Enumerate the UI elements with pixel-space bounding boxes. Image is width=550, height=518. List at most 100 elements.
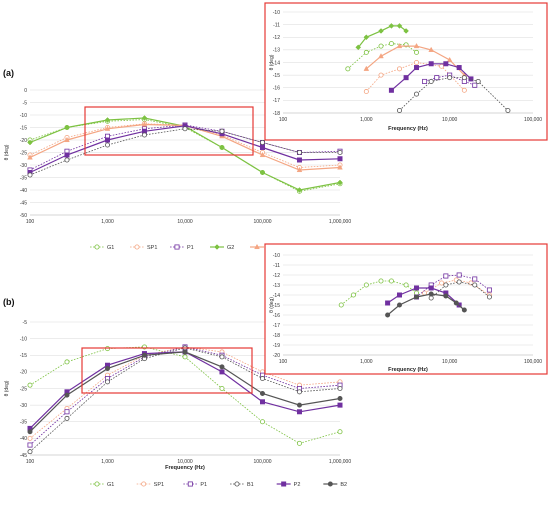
data-point-g1 — [182, 354, 188, 360]
data-point-g2 — [141, 115, 148, 121]
data-point-b2 — [64, 392, 70, 398]
series-sp1 — [363, 60, 467, 95]
data-point-sp1 — [396, 66, 402, 72]
series-p2 — [388, 61, 474, 93]
series-line-g1 — [347, 43, 417, 70]
data-point-g2 — [355, 44, 362, 51]
data-point-g1 — [64, 359, 70, 365]
legend-label: SP1 — [154, 482, 164, 488]
data-point-b1 — [64, 415, 70, 421]
data-point-b2 — [27, 429, 33, 435]
data-point-g2 — [388, 23, 395, 29]
data-point-g1 — [414, 290, 420, 296]
x-tick-label: 1,000 — [360, 117, 373, 123]
data-point-b1 — [105, 379, 111, 385]
data-point-b — [505, 107, 511, 113]
data-point-p2 — [396, 292, 402, 298]
series-b — [396, 75, 511, 113]
data-point-b — [182, 126, 188, 132]
x-tick-label: 1,000 — [101, 219, 114, 225]
y-tick-label: -18 — [273, 111, 280, 117]
x-tick-label: 100 — [26, 459, 35, 465]
data-point-b — [259, 139, 265, 145]
x-tick-label: 10,000 — [177, 219, 193, 225]
y-tick-label: -35 — [20, 420, 27, 426]
x-axis-title: Frequency (Hz) — [165, 465, 205, 471]
data-point-b — [141, 132, 147, 138]
y-tick-label: -50 — [20, 213, 27, 219]
data-point-p2 — [259, 399, 265, 405]
data-point-g2 — [363, 34, 370, 41]
data-point-p2 — [403, 75, 409, 81]
data-point-sp1 — [27, 435, 33, 441]
legend-label: G2 — [227, 245, 234, 251]
y-tick-label: -15 — [20, 125, 27, 131]
data-point-sp2 — [396, 42, 403, 49]
data-point-p2 — [443, 61, 449, 67]
data-point-p2 — [456, 65, 462, 71]
data-point-b1 — [296, 389, 302, 395]
data-point-g1 — [414, 49, 420, 55]
data-point-b2 — [219, 364, 225, 370]
data-point-sp2 — [104, 125, 111, 131]
y-tick-label: -10 — [20, 336, 27, 342]
legend-item-g1: G1 — [90, 481, 114, 488]
data-point-g1 — [219, 385, 225, 391]
x-tick-label: 10,000 — [442, 117, 458, 123]
data-point-p2 — [105, 137, 111, 143]
y-tick-label: -10 — [20, 113, 27, 119]
data-point-b1 — [337, 385, 343, 391]
y-axis-title: θ (deg) — [269, 297, 275, 313]
y-tick-label: -15 — [20, 353, 27, 359]
data-point-g2 — [378, 28, 384, 34]
data-point-p1 — [434, 75, 440, 81]
data-point-p2 — [296, 157, 302, 163]
y-tick-label: -11 — [273, 263, 280, 269]
data-point-g2 — [403, 28, 409, 34]
y-tick-label: -17 — [273, 98, 280, 104]
data-point-g1 — [363, 282, 369, 288]
data-point-sp2 — [413, 42, 420, 49]
data-point-b2 — [396, 302, 402, 308]
data-point-g1 — [378, 278, 384, 284]
y-tick-label: -45 — [20, 453, 27, 459]
y-tick-label: -20 — [20, 138, 27, 144]
data-point-b2 — [105, 366, 111, 372]
data-point-sp2 — [64, 136, 70, 143]
data-point-g2 — [27, 139, 33, 146]
data-point-b1 — [443, 282, 449, 288]
data-point-p1 — [472, 82, 478, 88]
data-point-b2 — [428, 291, 434, 297]
data-point-b2 — [461, 307, 467, 313]
legend-label: G1 — [107, 245, 114, 251]
data-point-g1 — [403, 282, 409, 288]
series-b — [27, 126, 343, 178]
data-point-b — [337, 149, 343, 155]
series-line-sp1 — [366, 62, 465, 92]
zoom-region-box — [84, 106, 254, 156]
data-point-sp2 — [363, 65, 370, 71]
series-b1 — [428, 279, 492, 301]
data-point-b — [105, 142, 111, 148]
data-point-sp1 — [439, 280, 445, 286]
y-tick-label: -11 — [273, 22, 280, 28]
series-line-sp1 — [424, 279, 490, 296]
x-tick-label: 100 — [279, 117, 288, 123]
y-tick-label: -12 — [273, 35, 280, 41]
data-point-sp1 — [414, 60, 420, 66]
y-tick-label: -13 — [273, 283, 280, 289]
legend-item-g2: G2 — [210, 244, 234, 251]
y-tick-label: -15 — [273, 303, 280, 309]
y-tick-label: -10 — [273, 10, 280, 16]
y-tick-label: -35 — [20, 175, 27, 181]
data-point-b1 — [456, 279, 462, 285]
x-tick-label: 100,000 — [524, 117, 542, 123]
data-point-b2 — [296, 402, 302, 408]
data-point-sp1 — [461, 87, 467, 93]
data-point-sp1 — [363, 89, 369, 95]
